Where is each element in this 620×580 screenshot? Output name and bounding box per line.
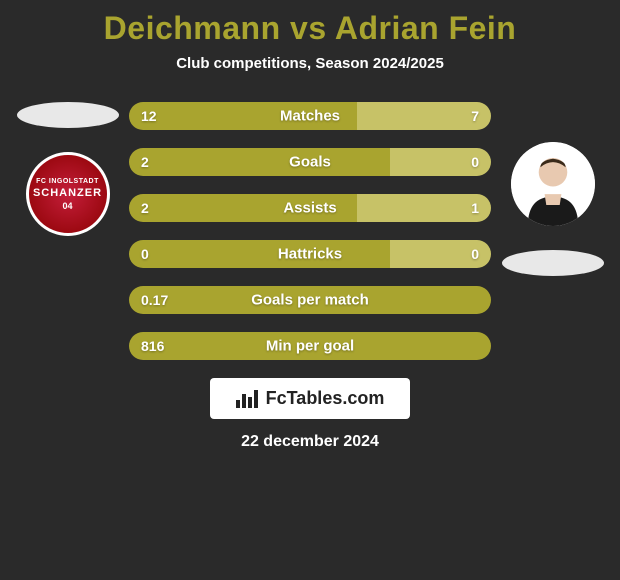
shadow-ellipse (502, 250, 604, 276)
bar-value-right: 0 (471, 154, 479, 170)
bar-label: Goals (289, 154, 331, 171)
left-player-column: FC INGOLSTADT SCHANZER 04 (10, 102, 125, 236)
bar-label: Hattricks (278, 246, 342, 263)
club-line-mid: SCHANZER (33, 187, 102, 199)
bar-value-right: 1 (471, 200, 479, 216)
bar-value-left: 2 (141, 200, 149, 216)
stats-bars: Matches127Goals20Assists21Hattricks00Goa… (125, 102, 495, 360)
stat-row: Min per goal 816 (129, 332, 491, 360)
bar-value-right: 7 (471, 108, 479, 124)
bar-value-left: 2 (141, 154, 149, 170)
footer: FcTables.com 22 december 2024 (0, 378, 620, 451)
bar-left-segment (129, 148, 390, 176)
bar-value-left: 12 (141, 108, 157, 124)
fctables-logo[interactable]: FcTables.com (210, 378, 411, 419)
bar-label: Assists (283, 200, 336, 217)
right-player-column (495, 102, 610, 276)
shadow-ellipse (17, 102, 119, 128)
bar-value-right: 0 (471, 246, 479, 262)
stat-row: Hattricks 0 0 (129, 240, 491, 268)
page-title: Deichmann vs Adrian Fein (0, 10, 620, 47)
stat-row: Goals per match 0.17 (129, 286, 491, 314)
club-badge-left: FC INGOLSTADT SCHANZER 04 (26, 152, 110, 236)
stat-row: Assists 2 1 (129, 194, 491, 222)
stat-row: Matches 12 7 (129, 102, 491, 130)
bar-label: Goals per match (251, 292, 369, 309)
chart-bars-icon (236, 390, 258, 408)
player-photo-right (511, 142, 595, 226)
bar-label: Matches (280, 108, 340, 125)
bar-label: Min per goal (266, 338, 354, 355)
bar-left-segment (129, 240, 390, 268)
bar-value-left: 0 (141, 246, 149, 262)
date-text: 22 december 2024 (241, 433, 379, 451)
subtitle: Club competitions, Season 2024/2025 (0, 55, 620, 72)
bar-value-left: 0.17 (141, 292, 168, 308)
club-line-bot: 04 (62, 201, 72, 211)
logo-text: FcTables.com (266, 388, 385, 409)
bar-value-left: 816 (141, 338, 164, 354)
comparison-area: FC INGOLSTADT SCHANZER 04 Matches127Goal… (0, 102, 620, 360)
stat-row: Goals 2 0 (129, 148, 491, 176)
person-icon (511, 142, 595, 226)
club-line-top: FC INGOLSTADT (36, 178, 99, 185)
